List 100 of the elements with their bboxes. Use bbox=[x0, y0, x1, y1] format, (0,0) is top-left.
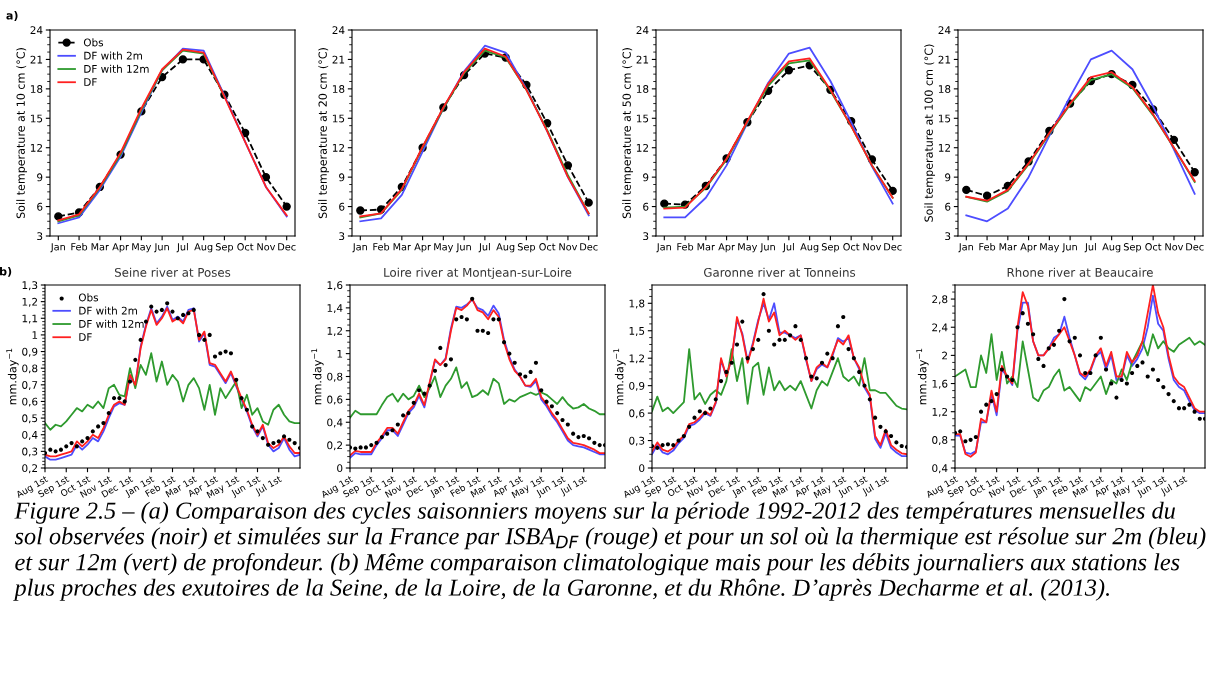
x-tick-label: Aug bbox=[1102, 243, 1121, 253]
y-axis-title: mm.day$^{−1}$ bbox=[613, 348, 626, 405]
x-tick-label: Oct bbox=[237, 243, 254, 251]
y-tick-label: 0,4 bbox=[327, 418, 343, 428]
x-tick-label: Oct bbox=[539, 243, 556, 251]
x-tick-label: May bbox=[132, 243, 152, 253]
y-tick-label: 15 bbox=[332, 114, 345, 123]
x-tick-label: Sep bbox=[1123, 243, 1142, 253]
x-tick-label: Aug bbox=[194, 243, 213, 253]
legend-label: Obs bbox=[83, 38, 104, 47]
x-tick-label: Aug bbox=[800, 243, 819, 253]
y-tick-label: 0,4 bbox=[932, 464, 948, 474]
y-tick-label: 0,7 bbox=[22, 381, 38, 390]
y-tick-label: 6 bbox=[339, 202, 345, 211]
x-tick-label: Jan bbox=[352, 243, 367, 253]
y-tick-label: 1,2 bbox=[629, 354, 645, 364]
legend-label: DF with 2m bbox=[79, 306, 137, 315]
y-tick-label: 2,4 bbox=[932, 323, 948, 333]
y-tick-label: 24 bbox=[636, 26, 649, 34]
y-axis-title: mm.day$^{−1}$ bbox=[311, 348, 324, 405]
legend-label: Obs bbox=[78, 293, 99, 302]
y-tick-label: 1 bbox=[32, 331, 38, 339]
x-tick-label: Feb bbox=[979, 242, 996, 251]
caption: Figure 2.5 – (a) Comparaison des cycles saisonniers moyens sur la période 1992-2012 des températures mensuelles du sol observées (noir) et simulées sur la France par ISBA$_{DF}$ (rouge) et pour un sol où la thermique est résolue sur 2m (bleu) et sur 12m (vert) de profondeur. (b) Même comparaison climatologique mais pour les débits journaliers aux stations les plus proches des exutoires de la Seine, de la Loire, de la Garonne, et du Rhône. D’après Decharme et al. (2013). bbox=[13, 501, 1206, 601]
y-tick-label: 1,2 bbox=[932, 407, 948, 417]
legend-label: DF with 12m bbox=[79, 319, 144, 328]
y-tick-label: 1 bbox=[337, 349, 343, 358]
y-tick-label: 0,6 bbox=[629, 409, 645, 419]
x-tick-label: Jun bbox=[456, 243, 471, 253]
text: a) bbox=[6, 11, 18, 21]
x-tick-label: Jan bbox=[50, 243, 65, 253]
x-tick-label: Oct bbox=[843, 243, 860, 251]
y-axis-title: Soil temperature at 20 cm (°C) bbox=[318, 48, 330, 219]
y-tick-label: 24 bbox=[938, 26, 951, 34]
x-tick-label: Apr bbox=[718, 243, 735, 253]
y-tick-label: 1,6 bbox=[327, 281, 343, 291]
y-tick-label: 6 bbox=[945, 202, 951, 211]
x-tick-label: Jul bbox=[176, 242, 188, 253]
x-tick-label: Nov bbox=[257, 243, 276, 251]
y-tick-label: 1,8 bbox=[629, 299, 645, 309]
x-tick-label: Jan bbox=[958, 243, 973, 253]
y-tick-label: 6 bbox=[37, 202, 43, 211]
x-tick-label: Feb bbox=[677, 242, 694, 251]
x-tick-label: Sep bbox=[215, 243, 234, 253]
legend-label: DF with 2m bbox=[84, 51, 142, 60]
x-tick-label: Sep bbox=[517, 243, 536, 253]
x-tick-label: Mar bbox=[91, 243, 109, 251]
y-tick-label: 18 bbox=[332, 85, 345, 93]
y-axis-title: mm.day$^{−1}$ bbox=[6, 348, 19, 405]
y-tick-label: 0 bbox=[639, 464, 645, 473]
y-tick-label: 2,8 bbox=[932, 295, 948, 305]
y-axis-title: Soil temperature at 10 cm (°C) bbox=[16, 48, 28, 219]
y-axis-title: Soil temperature at 100 cm (°C) bbox=[924, 44, 936, 222]
y-tick-label: 18 bbox=[636, 85, 649, 93]
x-tick-label: Dec bbox=[884, 243, 902, 251]
x-tick-label: Jul bbox=[782, 242, 794, 253]
y-tick-label: 0,8 bbox=[327, 372, 343, 382]
y-tick-label: 1,2 bbox=[327, 326, 343, 336]
x-tick-label: Aug bbox=[496, 243, 515, 253]
legend-label: DF bbox=[79, 333, 92, 341]
y-tick-label: 0,3 bbox=[629, 436, 645, 446]
x-tick-label: Jun bbox=[154, 243, 169, 253]
y-tick-label: 12 bbox=[30, 143, 43, 152]
y-tick-label: 21 bbox=[332, 55, 345, 64]
x-tick-label: Mar bbox=[999, 243, 1017, 251]
y-tick-label: 21 bbox=[30, 55, 43, 64]
x-tick-label: May bbox=[434, 243, 454, 253]
y-tick-label: 21 bbox=[938, 55, 951, 64]
x-tick-label: Nov bbox=[1165, 243, 1184, 251]
y-tick-label: 3 bbox=[339, 232, 345, 241]
y-tick-label: 24 bbox=[332, 26, 345, 34]
chart-title: Garonne river at Tonneins bbox=[703, 267, 856, 277]
y-tick-label: 12 bbox=[938, 143, 951, 152]
y-tick-label: 0,2 bbox=[327, 441, 343, 451]
x-tick-label: Apr bbox=[1020, 243, 1037, 253]
y-tick-label: 1,6 bbox=[932, 379, 948, 389]
y-tick-label: 0,8 bbox=[932, 436, 948, 446]
text: b) bbox=[0, 266, 12, 277]
y-tick-label: 15 bbox=[938, 114, 951, 123]
x-tick-label: Dec bbox=[1186, 243, 1204, 251]
y-axis-title: Soil temperature at 50 cm (°C) bbox=[622, 48, 634, 219]
y-tick-label: 9 bbox=[643, 173, 649, 182]
y-tick-label: 0,2 bbox=[22, 464, 38, 474]
y-tick-label: 24 bbox=[30, 26, 43, 34]
y-axis-title: mm.day$^{−1}$ bbox=[916, 348, 929, 405]
chart-title: Rhone river at Beaucaire bbox=[1007, 267, 1153, 277]
y-tick-label: 1,4 bbox=[327, 304, 343, 314]
x-tick-label: Dec bbox=[278, 243, 296, 251]
y-tick-label: 21 bbox=[636, 55, 649, 64]
x-tick-label: Jul bbox=[1084, 242, 1096, 253]
x-tick-label: Nov bbox=[863, 243, 882, 251]
y-tick-label: 3 bbox=[643, 232, 649, 241]
y-tick-label: 0 bbox=[337, 464, 343, 473]
x-tick-label: Oct bbox=[1145, 243, 1162, 251]
y-tick-label: 0,9 bbox=[629, 381, 645, 391]
x-tick-label: Apr bbox=[112, 243, 129, 253]
y-tick-label: 12 bbox=[332, 143, 345, 152]
x-tick-label: Jun bbox=[760, 243, 775, 253]
y-tick-label: 3 bbox=[37, 232, 43, 241]
y-tick-label: 0,9 bbox=[22, 347, 38, 357]
